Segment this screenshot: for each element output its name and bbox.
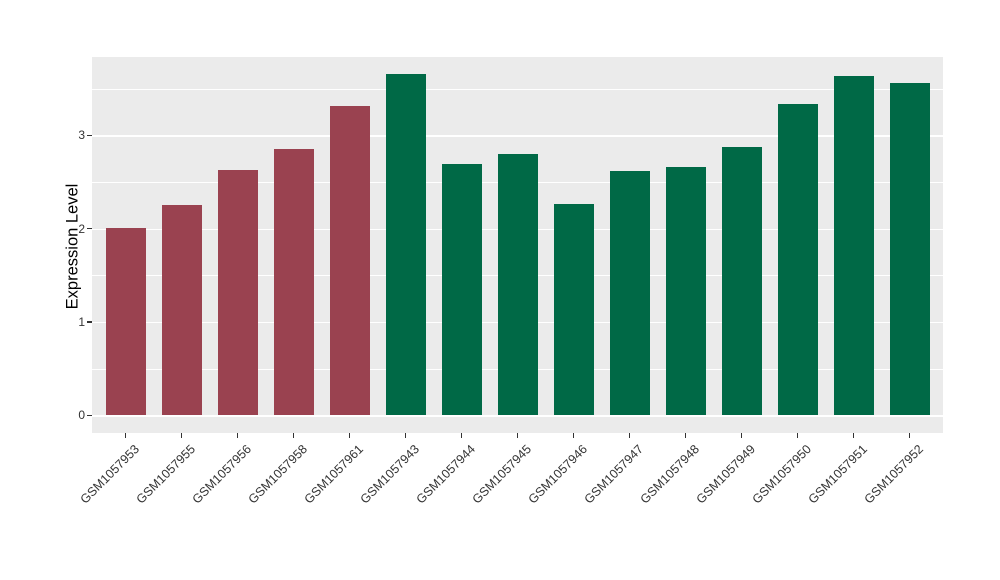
- y-tick-label: 0: [78, 408, 85, 423]
- bar-GSM1057956: [217, 169, 258, 416]
- x-tick-label: GSM1057952: [657, 442, 926, 506]
- x-axis-tick: [349, 433, 351, 438]
- x-axis-tick: [293, 433, 295, 438]
- bar-GSM1057946: [553, 203, 594, 416]
- x-axis-tick: [405, 433, 407, 438]
- bar-GSM1057949: [721, 146, 762, 416]
- x-axis-tick: [517, 433, 519, 438]
- bar-GSM1057955: [161, 205, 202, 416]
- x-axis-tick: [461, 433, 463, 438]
- x-axis-tick: [181, 433, 183, 438]
- bar-GSM1057950: [777, 103, 818, 416]
- minor-gridline: [92, 88, 943, 90]
- major-gridline: [92, 135, 943, 137]
- x-axis-tick: [237, 433, 239, 438]
- y-tick-label: 3: [78, 128, 85, 143]
- bar-GSM1057958: [273, 149, 314, 416]
- bar-GSM1057953: [105, 227, 146, 416]
- bar-GSM1057944: [441, 164, 482, 416]
- x-axis-tick: [741, 433, 743, 438]
- x-axis-tick: [853, 433, 855, 438]
- x-axis-tick: [125, 433, 127, 438]
- bar-GSM1057947: [609, 170, 650, 416]
- x-axis-tick: [909, 433, 911, 438]
- major-gridline: [92, 415, 943, 417]
- x-axis-tick: [797, 433, 799, 438]
- x-axis-tick: [629, 433, 631, 438]
- y-axis-tick: [87, 414, 92, 416]
- bar-GSM1057951: [833, 75, 874, 416]
- bar-GSM1057943: [385, 73, 426, 416]
- x-axis-tick: [685, 433, 687, 438]
- x-axis-tick: [573, 433, 575, 438]
- bar-GSM1057945: [497, 154, 538, 416]
- y-axis-tick: [87, 228, 92, 230]
- x-tick-label-text: GSM1057952: [862, 442, 927, 507]
- y-tick-label: 1: [78, 315, 85, 329]
- bar-GSM1057961: [329, 106, 370, 416]
- bar-GSM1057952: [889, 83, 930, 416]
- y-tick-label: 2: [78, 221, 85, 236]
- y-axis-tick: [87, 321, 92, 323]
- bar-GSM1057948: [665, 167, 706, 416]
- y-axis-tick: [87, 134, 92, 136]
